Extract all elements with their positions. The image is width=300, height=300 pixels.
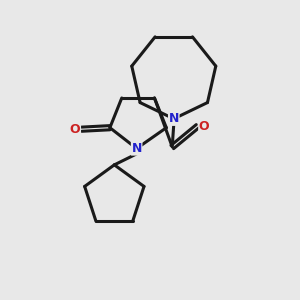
- Text: O: O: [199, 120, 209, 133]
- Text: O: O: [70, 123, 80, 136]
- Text: N: N: [169, 112, 179, 125]
- Text: N: N: [131, 142, 142, 155]
